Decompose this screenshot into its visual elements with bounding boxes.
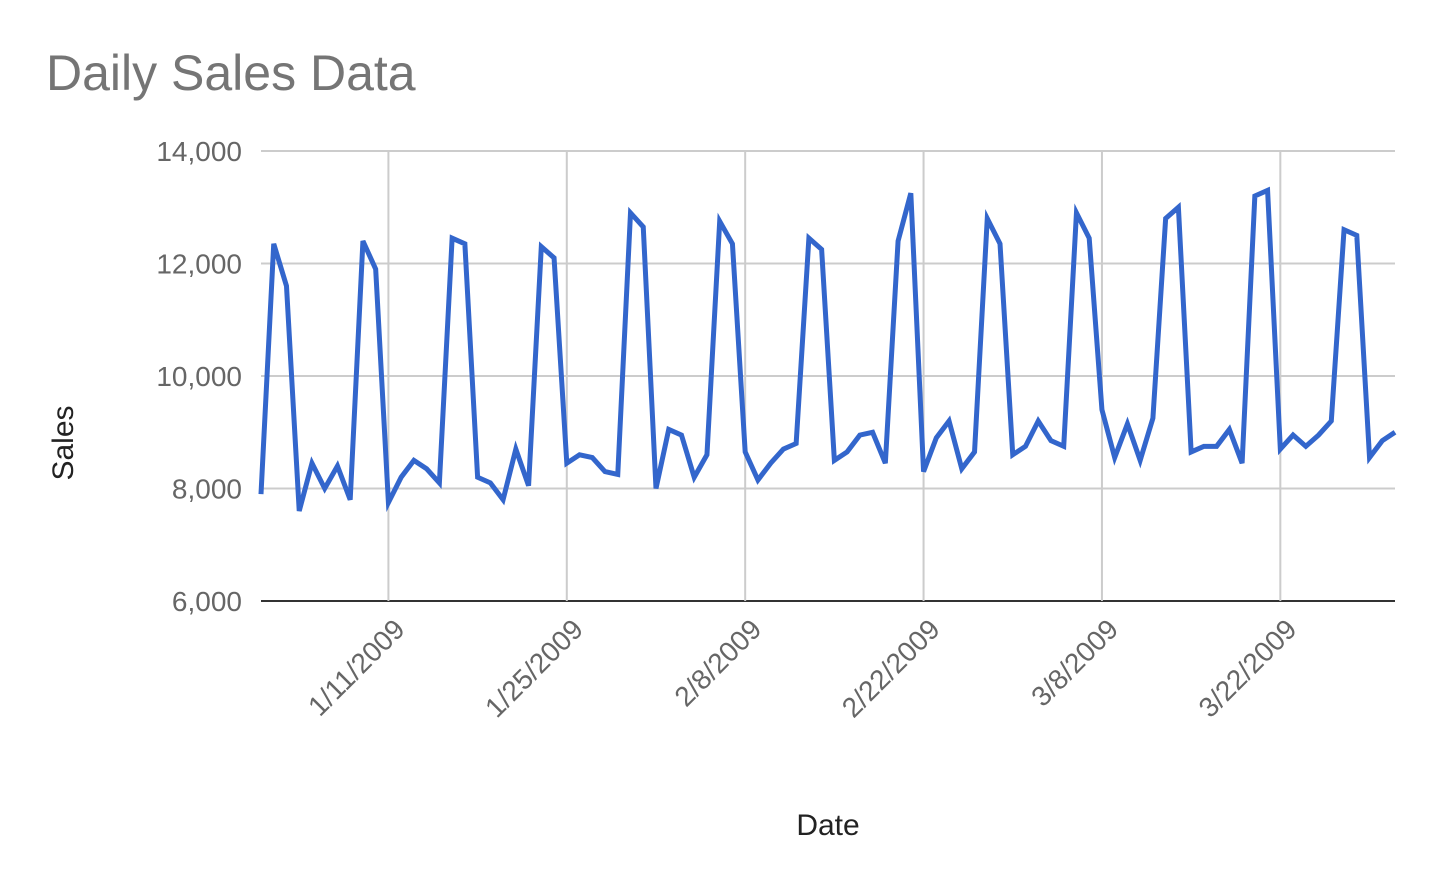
y-tick-label: 12,000 (156, 249, 242, 280)
x-tick-label: 2/8/2009 (668, 613, 767, 712)
x-tick-label: 3/22/2009 (1193, 613, 1303, 723)
y-tick-label: 10,000 (156, 361, 242, 392)
x-tick-label: 2/22/2009 (836, 613, 946, 723)
x-axis-label: Date (796, 809, 859, 842)
data-line (258, 186, 1397, 513)
x-tick-label: 1/25/2009 (479, 613, 589, 723)
x-tick-label: 3/8/2009 (1025, 613, 1124, 712)
y-axis-label: Sales (47, 405, 80, 480)
y-tick-label: 6,000 (172, 586, 242, 617)
x-tick-label: 1/11/2009 (302, 613, 411, 722)
y-tick-label: 8,000 (172, 474, 242, 505)
chart-title: Daily Sales Data (46, 45, 416, 101)
y-tick-label: 14,000 (156, 136, 242, 167)
